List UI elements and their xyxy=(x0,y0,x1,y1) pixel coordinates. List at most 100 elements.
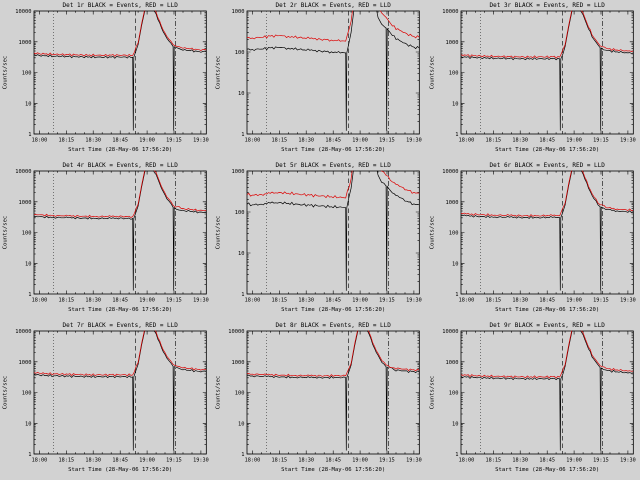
x-tick-label: 18:30 xyxy=(85,137,101,143)
y-tick-label: 1 xyxy=(242,132,245,138)
y-tick-label: 10 xyxy=(238,251,244,257)
events-series xyxy=(33,10,207,131)
events-series xyxy=(247,330,420,451)
y-tick-label: 100 xyxy=(448,230,458,236)
x-tick-label: 18:45 xyxy=(326,298,342,304)
x-tick-label: 18:00 xyxy=(32,298,48,304)
plot-title: Det 7r BLACK = Events, RED = LLD xyxy=(63,322,179,329)
y-tick-label: 1 xyxy=(455,132,458,138)
x-tick-label: 19:15 xyxy=(166,458,182,464)
x-tick-label: 18:30 xyxy=(299,458,315,464)
plot-det-5r: Det 5r BLACK = Events, RED = LLD 1 10 100 10… xyxy=(213,160,426,320)
y-tick-label: 10000 xyxy=(442,9,458,15)
x-tick-label: 19:00 xyxy=(139,137,155,143)
x-axis-label: Start Time (28-May-06 17:56:20) xyxy=(68,307,172,313)
x-tick-label: 18:15 xyxy=(485,137,501,143)
plot-svg-8r: Det 8r BLACK = Events, RED = LLD 1 10 100 10… xyxy=(216,322,422,473)
x-tick-label: 18:15 xyxy=(58,458,74,464)
y-tick-label: 100 xyxy=(235,391,245,397)
x-tick-label: 19:00 xyxy=(353,298,369,304)
x-axis-label: Start Time (28-May-06 17:56:20) xyxy=(281,147,385,153)
x-tick-label: 18:45 xyxy=(112,298,128,304)
plot-det-2r: Det 2r BLACK = Events, RED = LLD 1 10 100 10… xyxy=(213,0,426,160)
x-tick-label: 19:30 xyxy=(620,458,636,464)
y-tick-label: 1 xyxy=(455,292,458,298)
y-axis-label: Counts/sec xyxy=(216,216,222,250)
x-tick-label: 18:15 xyxy=(58,137,74,143)
lld-series xyxy=(247,170,420,199)
axis-ticks xyxy=(247,10,420,135)
x-tick-label: 19:00 xyxy=(353,458,369,464)
y-axis-label: Counts/sec xyxy=(429,376,435,410)
y-tick-label: 1 xyxy=(28,132,31,138)
x-tick-label: 19:15 xyxy=(166,137,182,143)
plot-frame xyxy=(33,170,207,295)
y-tick-label: 1000 xyxy=(19,200,32,206)
y-tick-label: 1000 xyxy=(445,200,458,206)
x-tick-label: 19:15 xyxy=(380,298,396,304)
x-tick-label: 18:15 xyxy=(272,137,288,143)
x-tick-label: 18:00 xyxy=(245,458,261,464)
plot-title: Det 9r BLACK = Events, RED = LLD xyxy=(489,322,605,329)
x-tick-label: 19:15 xyxy=(593,298,609,304)
x-tick-label: 19:30 xyxy=(406,137,422,143)
plot-det-7r: Det 7r BLACK = Events, RED = LLD 1 10 100 10… xyxy=(0,320,213,480)
x-axis-label: Start Time (28-May-06 17:56:20) xyxy=(495,147,599,153)
lld-series xyxy=(460,10,633,59)
axis-ticks xyxy=(460,330,633,455)
lld-series xyxy=(247,10,420,42)
x-tick-label: 18:15 xyxy=(272,298,288,304)
y-tick-label: 1000 xyxy=(19,40,32,46)
x-tick-label: 19:15 xyxy=(380,458,396,464)
x-tick-label: 18:15 xyxy=(485,458,501,464)
x-tick-label: 18:15 xyxy=(272,458,288,464)
plot-frame xyxy=(33,10,207,135)
plot-frame xyxy=(460,170,634,295)
events-series xyxy=(33,170,207,291)
axis-ticks xyxy=(247,170,420,295)
y-tick-label: 10 xyxy=(452,421,458,427)
x-tick-label: 19:00 xyxy=(566,298,582,304)
y-tick-label: 1000 xyxy=(445,40,458,46)
events-series xyxy=(460,170,633,291)
plot-title: Det 1r BLACK = Events, RED = LLD xyxy=(63,2,179,9)
plot-det-8r: Det 8r BLACK = Events, RED = LLD 1 10 100 10… xyxy=(213,320,426,480)
plot-svg-3r: Det 3r BLACK = Events, RED = LLD 1 10 100 10… xyxy=(429,2,635,153)
x-tick-label: 18:30 xyxy=(299,137,315,143)
x-tick-label: 19:30 xyxy=(193,458,209,464)
y-axis-label: Counts/sec xyxy=(2,376,8,410)
x-tick-label: 19:00 xyxy=(139,458,155,464)
lld-series xyxy=(460,330,633,379)
y-tick-label: 10000 xyxy=(15,329,31,335)
x-tick-label: 19:00 xyxy=(566,137,582,143)
y-tick-label: 100 xyxy=(22,70,32,76)
y-tick-label: 10 xyxy=(25,101,31,107)
events-series xyxy=(247,170,420,291)
plot-svg-5r: Det 5r BLACK = Events, RED = LLD 1 10 100 10… xyxy=(216,162,422,313)
plot-frame xyxy=(460,10,634,135)
x-tick-label: 19:30 xyxy=(193,137,209,143)
x-tick-label: 18:00 xyxy=(32,458,48,464)
x-tick-label: 18:30 xyxy=(512,137,528,143)
x-tick-label: 18:45 xyxy=(326,137,342,143)
x-tick-label: 18:45 xyxy=(112,458,128,464)
x-tick-label: 18:15 xyxy=(58,298,74,304)
x-axis-label: Start Time (28-May-06 17:56:20) xyxy=(281,467,385,473)
y-tick-label: 10000 xyxy=(15,169,31,175)
y-tick-label: 10000 xyxy=(442,329,458,335)
plot-det-4r: Det 4r BLACK = Events, RED = LLD 1 10 100 10… xyxy=(0,160,213,320)
y-tick-label: 10000 xyxy=(15,9,31,15)
plot-title: Det 6r BLACK = Events, RED = LLD xyxy=(489,162,605,169)
x-tick-label: 18:15 xyxy=(485,298,501,304)
x-tick-label: 18:45 xyxy=(112,137,128,143)
y-tick-label: 1 xyxy=(242,452,245,458)
axis-ticks xyxy=(33,330,207,455)
axis-ticks xyxy=(33,170,207,295)
x-tick-label: 19:15 xyxy=(593,137,609,143)
axis-ticks xyxy=(460,10,633,135)
x-tick-label: 18:45 xyxy=(326,458,342,464)
plot-title: Det 3r BLACK = Events, RED = LLD xyxy=(489,2,605,9)
plot-title: Det 8r BLACK = Events, RED = LLD xyxy=(276,322,392,329)
y-tick-label: 1 xyxy=(28,452,31,458)
